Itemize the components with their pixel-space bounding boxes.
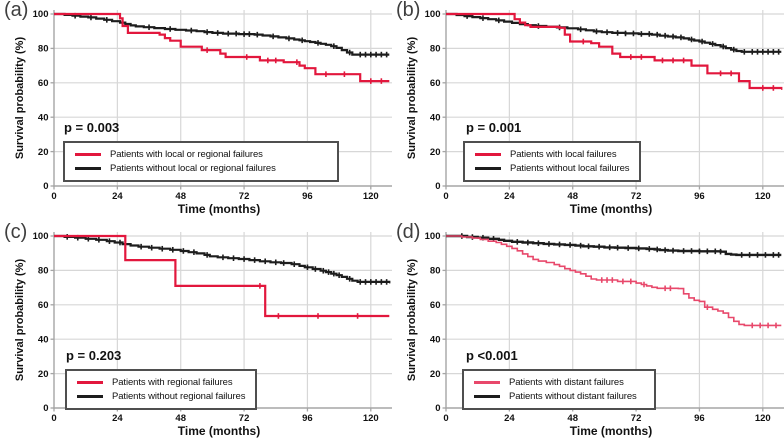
panel-c: (c) Survival probability (%) 0 24 48 72 96 12… xyxy=(0,221,392,445)
svg-text:96: 96 xyxy=(302,191,313,202)
red-line-swatch xyxy=(475,152,501,156)
svg-text:100: 100 xyxy=(33,9,49,20)
svg-text:24: 24 xyxy=(504,191,515,202)
panel-d: (d) Survival probability (%) 0 24 48 72 96 12… xyxy=(392,221,784,445)
svg-text:0: 0 xyxy=(443,413,448,424)
svg-text:96: 96 xyxy=(302,413,313,424)
svg-text:100: 100 xyxy=(33,231,49,242)
svg-text:20: 20 xyxy=(38,147,49,158)
svg-text:0: 0 xyxy=(443,191,448,202)
legend-label: Patients without local or regional failu… xyxy=(110,162,276,174)
svg-text:72: 72 xyxy=(631,191,642,202)
panel-a: (a) Survival probability (%) 0 24 48 72 96 12… xyxy=(0,0,392,223)
x-axis-label: Time (months) xyxy=(177,202,261,216)
panel-b: (b) Survival probability (%) 0 24 48 72 96 12… xyxy=(392,0,784,223)
svg-text:120: 120 xyxy=(755,191,771,202)
p-value: p = 0.001 xyxy=(466,120,522,135)
panel-label: (b) xyxy=(396,0,421,21)
svg-text:120: 120 xyxy=(363,191,379,202)
svg-text:48: 48 xyxy=(567,413,578,424)
black-line-swatch xyxy=(475,166,501,170)
svg-text:40: 40 xyxy=(430,334,441,345)
svg-text:40: 40 xyxy=(38,112,49,123)
red-line-swatch xyxy=(474,380,500,384)
svg-text:120: 120 xyxy=(755,413,771,424)
svg-text:20: 20 xyxy=(430,147,441,158)
svg-text:80: 80 xyxy=(430,266,441,277)
p-value: p = 0.203 xyxy=(66,348,122,363)
p-value: p = 0.003 xyxy=(64,120,120,135)
svg-text:24: 24 xyxy=(504,413,515,424)
svg-text:96: 96 xyxy=(694,413,705,424)
svg-text:0: 0 xyxy=(43,181,48,192)
svg-text:80: 80 xyxy=(38,44,49,55)
legend-label: Patients with regional failures xyxy=(112,376,233,388)
legend-label: Patients with distant failures xyxy=(509,376,624,388)
svg-text:24: 24 xyxy=(112,413,123,424)
x-axis-label: Time (months) xyxy=(569,202,653,216)
legend: Patients with distant failures Patients … xyxy=(462,369,656,410)
y-axis-label: Survival probability (%) xyxy=(406,36,418,160)
svg-text:0: 0 xyxy=(435,181,440,192)
svg-text:72: 72 xyxy=(631,413,642,424)
legend-label: Patients without regional failures xyxy=(112,390,246,402)
legend-row: Patients with regional failures xyxy=(77,375,247,389)
svg-text:100: 100 xyxy=(425,9,441,20)
x-axis-label: Time (months) xyxy=(177,424,261,438)
svg-text:48: 48 xyxy=(175,191,186,202)
y-axis-label: Survival probability (%) xyxy=(14,36,26,160)
legend-row: Patients without distant failures xyxy=(474,389,646,403)
svg-text:0: 0 xyxy=(43,403,48,414)
black-line-swatch xyxy=(474,394,500,398)
legend-row: Patients with distant failures xyxy=(474,375,646,389)
km-plot-b: 0 24 48 72 96 120 0 20 40 60 80 100 xyxy=(425,9,784,202)
svg-text:0: 0 xyxy=(435,403,440,414)
legend: Patients with local failures Patients wi… xyxy=(463,141,641,182)
svg-text:48: 48 xyxy=(567,191,578,202)
legend-label: Patients with local or regional failures xyxy=(110,148,263,160)
svg-text:72: 72 xyxy=(239,191,250,202)
legend-label: Patients without local failures xyxy=(510,162,630,174)
svg-text:96: 96 xyxy=(694,191,705,202)
svg-text:60: 60 xyxy=(38,78,49,89)
legend: Patients with local or regional failures… xyxy=(63,141,339,182)
legend-row: Patients without regional failures xyxy=(77,389,247,403)
x-axis-label: Time (months) xyxy=(569,424,653,438)
svg-text:80: 80 xyxy=(430,44,441,55)
svg-text:48: 48 xyxy=(175,413,186,424)
y-axis-label: Survival probability (%) xyxy=(406,258,418,382)
svg-text:40: 40 xyxy=(38,334,49,345)
panel-label: (a) xyxy=(4,0,29,21)
svg-text:60: 60 xyxy=(430,78,441,89)
black-line-swatch xyxy=(77,394,103,398)
svg-text:24: 24 xyxy=(112,191,123,202)
svg-text:20: 20 xyxy=(38,369,49,380)
panel-label: (d) xyxy=(396,221,421,243)
svg-text:80: 80 xyxy=(38,266,49,277)
black-line-swatch xyxy=(75,166,101,170)
svg-text:120: 120 xyxy=(363,413,379,424)
legend-label: Patients with local failures xyxy=(510,148,617,160)
y-axis-label: Survival probability (%) xyxy=(14,258,26,382)
legend-row: Patients without local or regional failu… xyxy=(75,161,329,175)
svg-text:60: 60 xyxy=(38,300,49,311)
red-line-swatch xyxy=(75,152,101,156)
legend: Patients with regional failures Patients… xyxy=(65,369,257,410)
km-plot-d: 0 24 48 72 96 120 0 20 40 60 80 100 xyxy=(425,231,784,424)
svg-text:20: 20 xyxy=(430,369,441,380)
legend-label: Patients without distant failures xyxy=(509,390,637,402)
svg-text:0: 0 xyxy=(51,413,56,424)
legend-row: Patients without local failures xyxy=(475,161,631,175)
red-line-swatch xyxy=(77,380,103,384)
legend-row: Patients with local failures xyxy=(475,147,631,161)
svg-text:40: 40 xyxy=(430,112,441,123)
svg-text:0: 0 xyxy=(51,191,56,202)
p-value: p <0.001 xyxy=(466,348,518,363)
legend-row: Patients with local or regional failures xyxy=(75,147,329,161)
panel-label: (c) xyxy=(4,221,28,243)
svg-text:100: 100 xyxy=(425,231,441,242)
svg-text:72: 72 xyxy=(239,413,250,424)
svg-text:60: 60 xyxy=(430,300,441,311)
